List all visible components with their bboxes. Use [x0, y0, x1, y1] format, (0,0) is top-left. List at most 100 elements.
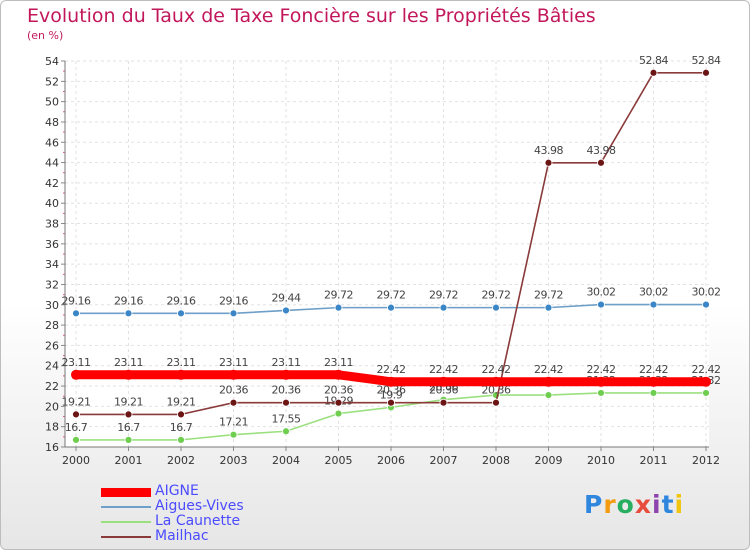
y-tick-label: 44 — [45, 157, 59, 170]
data-label-aigues-vives: 30.02 — [692, 286, 721, 299]
legend-label-aigne: AIGNE — [155, 483, 199, 499]
data-label-mailhac: 20.36 — [272, 384, 301, 397]
y-tick-label: 26 — [45, 339, 59, 352]
data-point-la-caunette — [177, 435, 185, 444]
data-point-la-caunette — [597, 389, 605, 397]
data-label-aigne: 22.42 — [587, 363, 616, 376]
data-label-aigues-vives: 29.16 — [219, 294, 248, 307]
data-point-mailhac — [177, 410, 185, 419]
legend-label-mailhac: Mailhac — [155, 528, 209, 544]
data-point-mailhac — [702, 68, 710, 77]
logo-letter: i — [652, 490, 662, 519]
x-tick-label: 2011 — [640, 454, 668, 467]
x-tick-label: 2006 — [377, 454, 405, 467]
data-point-aigues-vives — [282, 306, 290, 315]
legend-swatch-mailhac — [101, 536, 151, 538]
data-point-aigne — [491, 376, 501, 387]
legend-swatch-la-caunette — [101, 521, 151, 523]
data-label-aigne: 22.42 — [534, 363, 563, 376]
y-tick-label: 52 — [45, 75, 59, 88]
data-label-la-caunette: 19.9 — [380, 388, 403, 401]
data-point-aigne — [228, 369, 239, 380]
y-tick-label: 36 — [45, 238, 59, 251]
y-tick-label: 54 — [45, 55, 59, 68]
x-tick-label: 2007 — [430, 454, 458, 467]
logo-letter: o — [616, 490, 635, 519]
data-label-mailhac: 19.21 — [114, 395, 143, 408]
x-tick-label: 2010 — [587, 454, 615, 467]
legend-label-aigues-vives: Aigues-Vives — [155, 498, 244, 514]
data-point-la-caunette — [229, 430, 238, 439]
data-point-aigues-vives — [597, 300, 605, 309]
y-tick-label: 46 — [45, 136, 59, 149]
data-point-mailhac — [492, 398, 500, 407]
y-tick-label: 34 — [45, 258, 59, 271]
data-label-aigues-vives: 29.44 — [272, 291, 301, 304]
y-tick-label: 42 — [45, 177, 59, 190]
data-point-mailhac — [439, 398, 448, 407]
y-tick-label: 38 — [45, 218, 59, 231]
data-label-mailhac: 20.36 — [429, 384, 458, 397]
data-label-aigues-vives: 30.02 — [639, 286, 668, 299]
data-point-aigues-vives — [334, 303, 343, 312]
y-tick-label: 20 — [45, 400, 59, 413]
y-tick-label: 18 — [45, 421, 59, 434]
proxiti-logo: Proxiti — [584, 490, 684, 519]
data-point-aigues-vives — [544, 303, 553, 312]
data-point-aigues-vives — [72, 309, 80, 318]
data-point-aigne — [386, 376, 396, 387]
data-label-aigne: 22.42 — [377, 363, 406, 376]
y-tick-label: 22 — [45, 380, 59, 393]
y-tick-label: 28 — [45, 319, 59, 332]
data-label-aigues-vives: 29.72 — [429, 289, 458, 302]
data-label-aigne: 22.42 — [692, 363, 721, 376]
y-axis-unit: (en %) — [27, 29, 64, 42]
data-point-aigues-vives — [439, 303, 448, 312]
data-label-mailhac: 43.98 — [587, 144, 616, 157]
data-label-mailhac: 52.84 — [639, 54, 668, 67]
y-tick-label: 32 — [45, 278, 59, 291]
data-point-la-caunette — [702, 389, 710, 397]
data-point-aigues-vives — [702, 300, 710, 309]
x-tick-label: 2001 — [115, 454, 143, 467]
data-label-aigues-vives: 29.16 — [62, 294, 91, 307]
data-point-aigues-vives — [229, 309, 238, 318]
data-point-mailhac — [544, 158, 553, 167]
data-point-aigues-vives — [387, 303, 395, 312]
data-label-aigne: 22.42 — [639, 363, 668, 376]
data-point-mailhac — [72, 410, 80, 419]
data-label-mailhac: 19.21 — [62, 395, 91, 408]
data-point-aigne — [438, 376, 449, 387]
data-label-mailhac: 20.36 — [377, 384, 406, 397]
logo-letter: t — [661, 490, 675, 519]
data-label-la-caunette: 16.7 — [65, 421, 88, 434]
y-tick-label: 50 — [45, 96, 59, 109]
data-point-aigne — [543, 376, 554, 387]
data-point-aigne — [596, 376, 606, 387]
data-label-aigne: 23.11 — [167, 356, 196, 369]
data-label-aigne: 23.11 — [219, 356, 248, 369]
data-label-aigne: 22.42 — [482, 363, 511, 376]
data-point-mailhac — [387, 398, 395, 407]
data-label-mailhac: 20.36 — [324, 384, 353, 397]
data-point-aigues-vives — [124, 309, 133, 318]
data-label-aigues-vives: 29.16 — [167, 294, 196, 307]
data-point-mailhac — [282, 398, 290, 407]
data-point-aigne — [71, 369, 81, 380]
y-tick-label: 16 — [45, 441, 59, 454]
logo-letter: P — [584, 490, 604, 519]
data-point-la-caunette — [649, 389, 658, 397]
data-label-la-caunette: 16.7 — [117, 421, 140, 434]
data-label-aigues-vives: 29.16 — [114, 294, 143, 307]
logo-letter: i — [674, 490, 685, 519]
data-point-mailhac — [597, 158, 605, 167]
data-point-la-caunette — [544, 391, 553, 399]
data-label-la-caunette: 17.21 — [219, 416, 248, 429]
x-tick-label: 2008 — [482, 454, 510, 467]
data-point-la-caunette — [72, 435, 80, 444]
y-tick-label: 30 — [45, 299, 59, 312]
data-label-aigues-vives: 29.72 — [377, 289, 406, 302]
data-label-mailhac: 43.98 — [534, 144, 563, 157]
data-label-aigues-vives: 29.72 — [534, 289, 563, 302]
